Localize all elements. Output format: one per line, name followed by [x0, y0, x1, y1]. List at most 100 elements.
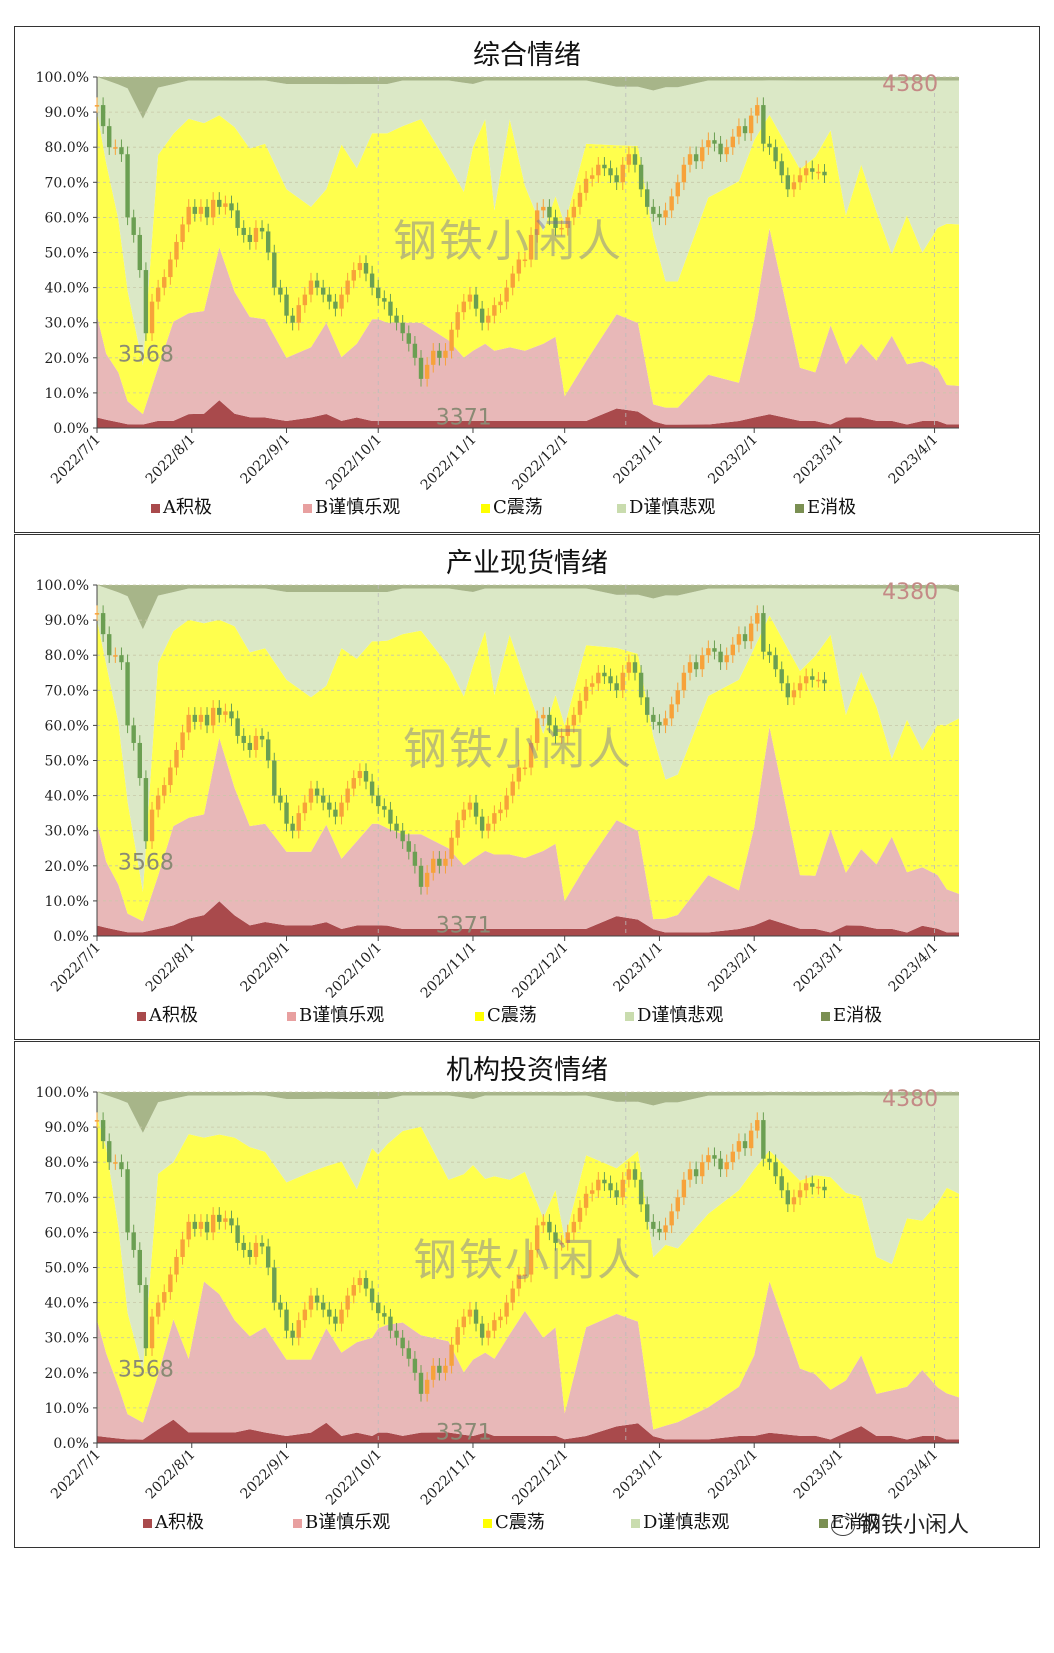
candle-body	[149, 1316, 155, 1349]
y-tick-label: 20.0%	[45, 859, 89, 875]
candle-body	[461, 809, 467, 821]
candle-body	[235, 718, 240, 736]
candle-body	[492, 813, 497, 824]
candle-body	[223, 1218, 228, 1222]
candle-body	[663, 1225, 668, 1233]
x-tick-label: 2022/8/1	[143, 1447, 199, 1503]
candle-body	[449, 837, 454, 859]
price-low-label: 3371	[436, 1420, 492, 1445]
legend-label: A积极	[163, 497, 212, 518]
y-tick-label: 80.0%	[45, 648, 89, 664]
chart-panel-industry-spot: 产业现货情绪 0.0% 10.0% 20.0% 30.0% 40.0% 50.0% 60.0…	[14, 534, 1040, 1040]
legend-label: E消极	[833, 1005, 883, 1026]
candle-body	[602, 1179, 607, 1184]
y-tick-label: 10.0%	[45, 1401, 89, 1417]
candle-body	[284, 294, 289, 316]
y-tick-label: 70.0%	[45, 683, 89, 699]
x-tick-label: 2023/1/1	[610, 940, 666, 996]
candle-body	[394, 315, 399, 323]
candle-body	[559, 1242, 564, 1245]
y-tick-label: 60.0%	[45, 210, 89, 226]
candle-body	[504, 795, 509, 810]
candle-body	[498, 301, 503, 306]
candle-body	[247, 742, 253, 750]
candle-body	[571, 714, 577, 726]
legend-label: C震荡	[493, 497, 543, 518]
candle-body	[155, 795, 161, 810]
y-tick-label: 90.0%	[45, 613, 89, 629]
candle-body	[724, 1162, 729, 1170]
y-tick-label: 0.0%	[53, 929, 89, 945]
candle-body	[748, 1130, 754, 1149]
candle-body	[486, 823, 491, 831]
candle-body	[345, 1295, 350, 1310]
candle-body	[620, 672, 625, 691]
candle-body	[822, 1186, 827, 1191]
candle-body	[424, 364, 430, 379]
candle-body	[345, 788, 350, 803]
y-tick-label: 80.0%	[45, 140, 89, 156]
candle-body	[473, 294, 479, 309]
candle-body	[418, 357, 424, 379]
candle-body	[119, 655, 124, 663]
x-tick-label: 2022/12/1	[509, 1447, 571, 1509]
candle-body	[363, 771, 369, 782]
candle-body	[791, 690, 797, 698]
chart-svg: 0.0% 10.0% 20.0% 30.0% 40.0% 50.0% 60.0% 70.0% 8…	[36, 70, 959, 494]
y-tick-label: 100.0%	[36, 578, 89, 594]
price-low-label: 3568	[118, 1357, 174, 1382]
candle-body	[406, 333, 411, 344]
candle-body	[223, 203, 228, 207]
candle-body	[284, 802, 289, 824]
candle-body	[449, 329, 454, 351]
footer-watermark-text: 钢铁小闲人	[858, 1513, 969, 1538]
candle-body	[755, 613, 760, 624]
candle-body	[198, 714, 204, 722]
legend-swatch	[151, 503, 160, 513]
area-series-C震荡	[97, 112, 959, 415]
candle-body	[614, 1190, 619, 1198]
candle-body	[528, 234, 534, 260]
candle-body	[541, 1221, 546, 1226]
legend-swatch	[617, 503, 626, 513]
x-tick-label: 2023/3/1	[791, 1447, 847, 1503]
legend-label: D谨慎悲观	[629, 497, 716, 518]
candle-body	[351, 270, 356, 281]
candle-body	[369, 273, 375, 288]
candle-body	[614, 175, 619, 183]
candle-body	[265, 739, 271, 761]
legend-label: B谨慎乐观	[315, 497, 401, 518]
candle-body	[571, 1221, 577, 1233]
candle-body	[565, 725, 570, 736]
area-series-E消极	[97, 1092, 959, 1133]
y-tick-label: 20.0%	[45, 1366, 89, 1382]
candle-body	[632, 154, 638, 165]
candle-body	[180, 224, 185, 242]
candle-body	[736, 126, 742, 137]
candle-body	[669, 1211, 674, 1226]
candle-body	[131, 217, 136, 235]
candle-body	[479, 308, 485, 323]
candle-body	[162, 277, 167, 288]
candle-body	[253, 1242, 259, 1257]
candle-body	[669, 196, 674, 211]
candle-body	[473, 802, 479, 817]
price-low-label: 3568	[118, 850, 174, 875]
x-tick-label: 2022/7/1	[48, 432, 104, 488]
candle-body	[773, 655, 778, 670]
candle-body	[748, 115, 754, 134]
candle-body	[431, 350, 436, 365]
x-tick-label: 2023/3/1	[791, 432, 847, 488]
candle-body	[272, 1267, 277, 1303]
price-high-label: 4380	[882, 1087, 938, 1112]
candle-body	[467, 802, 473, 810]
candle-body	[516, 259, 522, 274]
candle-body	[700, 147, 705, 162]
candle-body	[186, 206, 191, 225]
candle-body	[742, 634, 748, 642]
y-tick-label: 60.0%	[45, 718, 89, 734]
candle-body	[516, 767, 522, 782]
legend-item-e: E消极	[795, 493, 856, 519]
y-tick-label: 40.0%	[45, 1296, 89, 1312]
legend-label: A积极	[149, 1005, 198, 1026]
